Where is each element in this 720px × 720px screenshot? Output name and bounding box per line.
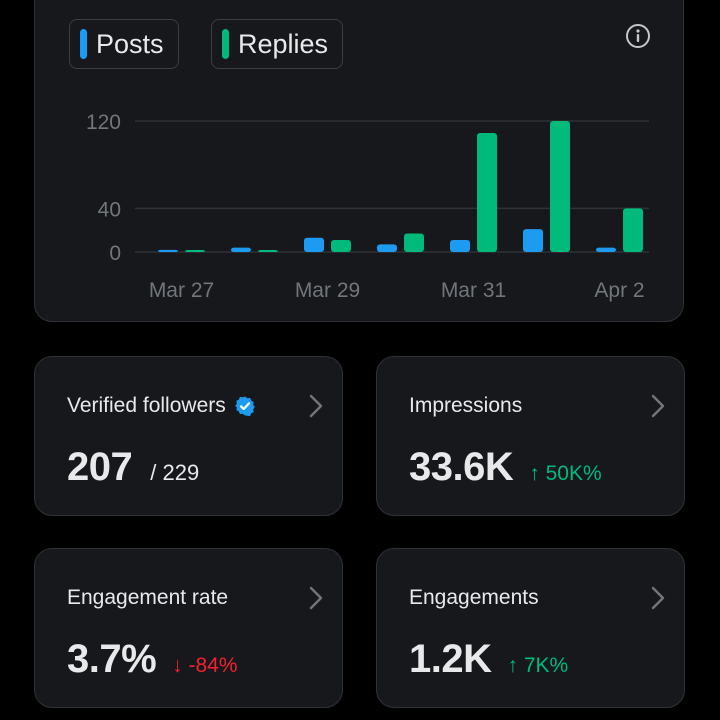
replies-bar xyxy=(404,233,424,252)
impressions-card[interactable]: Impressions 33.6K ↑ 50K% xyxy=(376,356,685,516)
replies-bar xyxy=(623,208,643,252)
posts-bar xyxy=(304,237,324,252)
legend-posts-label: Posts xyxy=(96,28,164,59)
posts-bar xyxy=(450,239,470,252)
replies-bar xyxy=(331,239,351,252)
posts-swatch xyxy=(80,29,87,59)
x-tick-label: Mar 27 xyxy=(149,279,214,302)
replies-bar xyxy=(258,250,278,252)
bar-chart: 120 40 0 Mar 27 Mar 29 Mar 31 Apr 2 xyxy=(86,111,649,302)
total-followers-value: / 229 xyxy=(150,460,200,485)
posts-replies-chart-card: Posts Replies 120 40 0 Mar 27 Mar 29 Mar 31 Ap… xyxy=(34,0,684,322)
engagement-rate-value: 3.7% xyxy=(67,637,157,681)
impressions-title: Impressions xyxy=(409,394,523,417)
posts-bar xyxy=(158,249,178,252)
value-row: 33.6K ↑ 50K% xyxy=(409,445,602,490)
chevron-right-icon xyxy=(309,394,323,418)
legend-posts-toggle[interactable]: Posts xyxy=(69,19,179,69)
engagement-rate-title: Engagement rate xyxy=(67,586,229,609)
posts-bar xyxy=(596,247,616,252)
posts-bar xyxy=(523,229,543,252)
engagements-title: Engagements xyxy=(409,586,539,609)
value-row: 3.7% ↓ -84% xyxy=(67,637,238,682)
x-tick-label: Apr 2 xyxy=(594,279,644,302)
card-title: Verified followers xyxy=(67,394,256,418)
chevron-right-icon xyxy=(309,586,323,610)
engagements-value: 1.2K xyxy=(409,637,492,681)
replies-swatch xyxy=(222,29,229,59)
posts-bar xyxy=(231,247,251,252)
legend-replies-toggle[interactable]: Replies xyxy=(211,19,344,69)
value-row: 1.2K ↑ 7K% xyxy=(409,637,568,682)
engagement-rate-card[interactable]: Engagement rate 3.7% ↓ -84% xyxy=(34,548,343,708)
chevron-right-icon xyxy=(651,394,665,418)
y-tick-label: 0 xyxy=(109,242,121,265)
impressions-change: ↑ 50K% xyxy=(529,462,602,485)
chevron-right-icon xyxy=(651,586,665,610)
impressions-value: 33.6K xyxy=(409,445,514,489)
replies-bar xyxy=(185,250,205,252)
y-tick-label: 120 xyxy=(86,111,121,134)
verified-followers-card[interactable]: Verified followers 207 / 229 xyxy=(34,356,343,516)
y-tick-label: 40 xyxy=(98,198,121,221)
value-row: 207 / 229 xyxy=(67,445,199,490)
x-tick-label: Mar 29 xyxy=(295,279,360,302)
verified-badge-icon xyxy=(234,396,255,417)
verified-followers-title: Verified followers xyxy=(67,394,226,417)
x-tick-label: Mar 31 xyxy=(441,279,506,302)
engagements-change: ↑ 7K% xyxy=(507,654,569,677)
engagements-card[interactable]: Engagements 1.2K ↑ 7K% xyxy=(376,548,685,708)
verified-followers-value: 207 xyxy=(67,445,133,489)
replies-bar xyxy=(550,121,570,252)
posts-bar xyxy=(377,244,397,252)
info-icon[interactable] xyxy=(625,23,651,49)
engagement-rate-change: ↓ -84% xyxy=(172,654,238,677)
replies-bar xyxy=(477,133,497,252)
legend-replies-label: Replies xyxy=(238,28,329,59)
